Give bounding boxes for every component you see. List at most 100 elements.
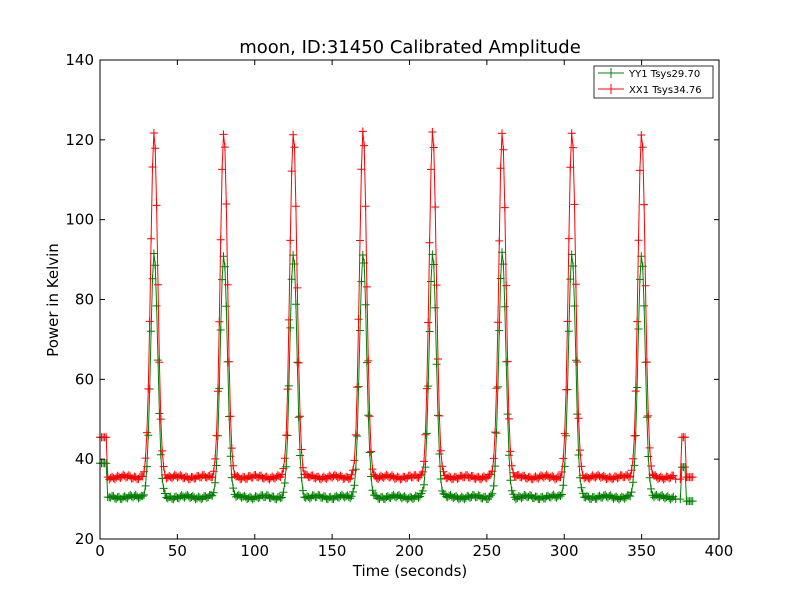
series-1-point-134 [283, 385, 292, 394]
series-1-point-131 [279, 464, 288, 473]
series-1-point-389 [638, 143, 647, 152]
series-0-point-387 [635, 275, 644, 284]
series-1-point-184 [353, 383, 362, 392]
plot-area [96, 59, 720, 540]
series-1-point-33 [142, 428, 151, 437]
series-1-point-295 [507, 461, 516, 470]
series-0-point-421 [688, 497, 697, 506]
series-0-point-185 [354, 382, 363, 391]
series-0-point-228 [414, 493, 423, 502]
series-0-point-231 [418, 486, 427, 495]
series-1-point-181 [349, 466, 357, 475]
series-0-point-287 [496, 274, 505, 283]
series-1-point-246 [439, 467, 448, 476]
series-1-point-87 [218, 165, 227, 174]
series-1-point-243 [435, 411, 444, 420]
series-0-point-83 [212, 461, 221, 470]
series-1-point-285 [493, 318, 502, 327]
plot-background [100, 60, 719, 539]
series-1-point-242 [434, 355, 442, 363]
series-0-point-381 [627, 488, 636, 497]
series-layer [96, 127, 697, 506]
series-1-point-85 [215, 317, 224, 326]
series-1-point-182 [350, 456, 359, 465]
x-tick-label-6: 300 [550, 542, 579, 560]
series-0-point-343 [574, 451, 583, 459]
series-1-point-336 [564, 234, 573, 243]
series-0-point-241 [432, 360, 441, 369]
series-1-point-138 [289, 130, 298, 139]
series-1-point-80 [208, 473, 217, 482]
series-1-point-93 [226, 412, 235, 421]
series-0-point-244 [436, 475, 445, 483]
series-1-point-296 [509, 468, 518, 477]
series-0-point-193 [365, 448, 374, 457]
series-1-point-188 [358, 127, 367, 136]
series-1-point-289 [499, 145, 508, 154]
series-1-point-387 [635, 166, 644, 175]
x-tick-label-5: 250 [473, 542, 502, 560]
series-1-point-333 [560, 429, 569, 438]
series-1-point-338 [567, 129, 576, 138]
series-1-point-180 [347, 470, 356, 479]
series-1-point-331 [557, 468, 566, 476]
legend-label-yy1: YY1 Tsys29.70 [628, 69, 700, 80]
series-1-point-95 [229, 461, 238, 470]
series-1-point-82 [211, 454, 220, 463]
series-1-point-344 [576, 446, 584, 455]
series-0-point-234 [422, 429, 431, 438]
series-1-point-143 [296, 412, 305, 421]
series-1-point-130 [278, 470, 286, 479]
series-0-point-395 [647, 484, 656, 493]
series-1-point-380 [626, 472, 635, 481]
series-0-point-186 [356, 326, 364, 335]
series-0-point-136 [286, 323, 295, 332]
series-1-point-83 [212, 431, 221, 440]
series-1-point-292 [503, 357, 512, 366]
series-1-point-39 [151, 144, 160, 153]
series-0-point-180 [347, 492, 356, 501]
series-1-point-332 [559, 454, 568, 463]
series-1-point-235 [424, 318, 433, 327]
series-0-point-190 [361, 300, 370, 309]
series-1-point-385 [633, 317, 642, 326]
series-1-point-334 [562, 385, 571, 394]
series-0-point-380 [626, 492, 635, 501]
series-1-point-416 [681, 433, 689, 442]
series-1-point-34 [144, 384, 153, 393]
series-0-point-293 [505, 451, 513, 460]
series-0-point-386 [634, 325, 643, 333]
series-0-point-42 [155, 409, 164, 418]
series-0-point-143 [296, 451, 305, 460]
x-axis: 0 50 100 150 200 250 300 350 400 [95, 60, 733, 560]
series-1-point-413 [676, 475, 685, 484]
series-0-point-331 [557, 490, 566, 499]
series-0-point-137 [287, 275, 296, 284]
series-0-point-86 [216, 326, 225, 334]
series-0-point-195 [368, 486, 377, 495]
series-1-point-178 [344, 475, 353, 484]
series-1-point-282 [489, 454, 498, 463]
series-1-point-41 [154, 280, 162, 289]
series-0-point-142 [294, 413, 303, 422]
series-0-point-32 [141, 481, 150, 490]
series-0-point-36 [147, 327, 156, 336]
series-1-point-244 [436, 446, 445, 455]
series-0-point-43 [156, 450, 165, 459]
series-1-point-294 [506, 447, 515, 456]
x-tick-label-8: 400 [705, 542, 734, 560]
series-1-point-141 [293, 283, 302, 292]
series-1-point-133 [282, 431, 291, 440]
series-1-point-237 [427, 165, 435, 174]
series-1 [96, 127, 697, 484]
y-tick-label-3: 80 [75, 291, 94, 309]
series-1-point-86 [216, 235, 225, 244]
y-tick-label-1: 40 [75, 450, 94, 468]
series-0-point-282 [489, 481, 498, 490]
series-1-point-335 [563, 317, 572, 326]
series-1-point-40 [152, 201, 161, 210]
y-axis-label: Power in Kelvin [44, 243, 62, 357]
series-1-point-386 [634, 236, 643, 245]
series-1-point-192 [364, 356, 373, 365]
